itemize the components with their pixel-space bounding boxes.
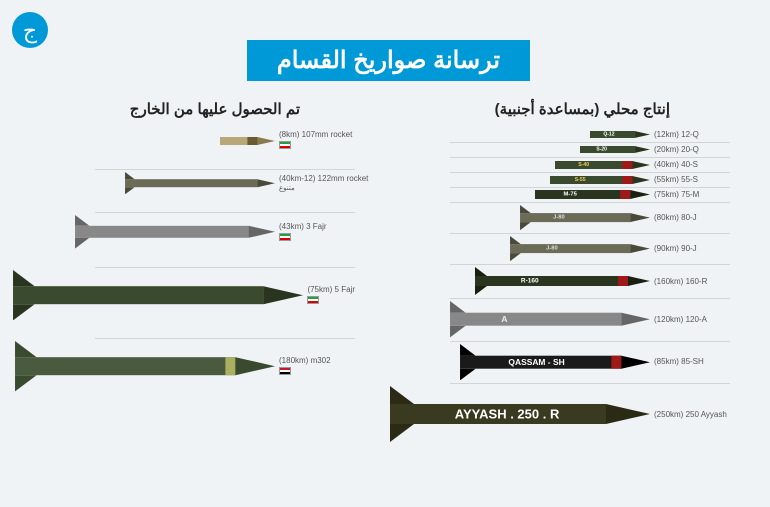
missile-label: (40km-12) 122mm rocketمتنوع — [275, 174, 355, 192]
missile-graphic — [220, 137, 275, 145]
missile-row: (43km) 3 Fajr — [15, 215, 355, 249]
row-separator — [450, 341, 730, 342]
svg-text:QASSAM - SH: QASSAM - SH — [508, 357, 564, 367]
missile-graphic: R-160 — [475, 267, 650, 295]
missile-graphic: Q-12 — [590, 131, 650, 138]
svg-text:S-55: S-55 — [575, 177, 586, 183]
row-separator — [95, 267, 355, 268]
missile-row: (120km) 120-A A — [370, 301, 730, 337]
svg-text:M-75: M-75 — [564, 192, 578, 198]
missile-graphic: S-20 — [580, 146, 650, 153]
missile-label: (75km) 5 Fajr — [303, 285, 355, 306]
missile-row: (250km) 250 Ayyash AYYASH . 250 . R — [370, 386, 730, 442]
svg-text:ج: ج — [23, 18, 38, 44]
svg-text:J-80: J-80 — [546, 246, 558, 252]
missile-graphic: J-80 — [510, 236, 650, 261]
missile-graphic — [125, 172, 275, 194]
missile-row: (20km) 20-Q S-20 — [370, 145, 730, 154]
missile-graphic: M-75 — [535, 190, 650, 199]
row-separator — [95, 169, 355, 170]
missile-row: (40km) 40-S S-40 — [370, 160, 730, 169]
missile-row: (55km) 55-S S-55 — [370, 175, 730, 184]
missile-row: (160km) 160-R R-160 — [370, 267, 730, 295]
row-separator — [95, 212, 355, 213]
missile-row: (180km) m302 — [15, 341, 355, 391]
missile-label: (43km) 3 Fajr — [275, 222, 355, 243]
row-separator — [95, 338, 355, 339]
missile-label: (160km) 160-R — [650, 277, 730, 286]
missile-label: (55km) 55-S — [650, 175, 730, 184]
svg-text:A: A — [501, 315, 507, 325]
missile-row: (40km-12) 122mm rocketمتنوع — [15, 172, 355, 194]
iran-flag-icon — [307, 296, 319, 304]
column-local: (12km) 12-Q Q-12 (20km) 20-Q S-20 (40km) 40-… — [370, 130, 730, 445]
svg-text:S-40: S-40 — [578, 162, 589, 168]
missile-row: (8km) 107mm rocket — [15, 130, 355, 151]
missile-row: (12km) 12-Q Q-12 — [370, 130, 730, 139]
missile-label: (40km) 40-S — [650, 160, 730, 169]
svg-text:J-80: J-80 — [553, 215, 565, 221]
row-separator — [450, 233, 730, 234]
row-separator — [450, 383, 730, 384]
missile-graphic: S-55 — [550, 176, 650, 184]
missile-label: (120km) 120-A — [650, 315, 730, 324]
missile-graphic — [75, 215, 275, 249]
missile-label: (180km) m302 — [275, 356, 355, 377]
column-header-foreign: تم الحصول عليها من الخارج — [130, 100, 300, 118]
svg-text:S-20: S-20 — [596, 147, 607, 153]
missile-graphic: S-40 — [555, 161, 650, 169]
missile-graphic: QASSAM - SH — [460, 344, 650, 380]
row-separator — [450, 142, 730, 143]
missile-label: (85km) 85-SH — [650, 357, 730, 366]
aljazeera-logo: ج — [10, 10, 50, 50]
svg-text:Q-12: Q-12 — [603, 132, 614, 138]
missile-graphic — [15, 341, 275, 391]
column-header-local: إنتاج محلي (بمساعدة أجنبية) — [495, 100, 670, 118]
missile-row: (80km) 80-J J-80 — [370, 205, 730, 230]
missile-label: (250km) 250 Ayyash — [650, 410, 730, 419]
missile-graphic: AYYASH . 250 . R — [390, 386, 650, 442]
iran-flag-icon — [279, 233, 291, 241]
row-separator — [450, 298, 730, 299]
missile-graphic — [13, 270, 303, 320]
svg-text:AYYASH . 250 . R: AYYASH . 250 . R — [455, 407, 560, 422]
row-separator — [450, 172, 730, 173]
missile-row: (85km) 85-SH QASSAM - SH — [370, 344, 730, 380]
missile-row: (75km) 75-M M-75 — [370, 190, 730, 199]
row-separator — [450, 157, 730, 158]
row-separator — [450, 187, 730, 188]
missile-label: (20km) 20-Q — [650, 145, 730, 154]
missile-row: (90km) 90-J J-80 — [370, 236, 730, 261]
row-separator — [450, 264, 730, 265]
missile-label: (8km) 107mm rocket — [275, 130, 355, 151]
missile-graphic: A — [450, 301, 650, 337]
row-separator — [450, 202, 730, 203]
iran-flag-icon — [279, 141, 291, 149]
missile-row: (75km) 5 Fajr — [15, 270, 355, 320]
missile-label: (90km) 90-J — [650, 244, 730, 253]
missile-label: (12km) 12-Q — [650, 130, 730, 139]
missile-label: (80km) 80-J — [650, 213, 730, 222]
column-foreign: (8km) 107mm rocket (40km-12) 122mm rocket… — [15, 130, 355, 410]
missile-graphic: J-80 — [520, 205, 650, 230]
syria-flag-icon — [279, 367, 291, 375]
main-title: ترسانة صواريخ القسام — [247, 40, 530, 81]
svg-text:R-160: R-160 — [521, 278, 539, 285]
missile-label: (75km) 75-M — [650, 190, 730, 199]
